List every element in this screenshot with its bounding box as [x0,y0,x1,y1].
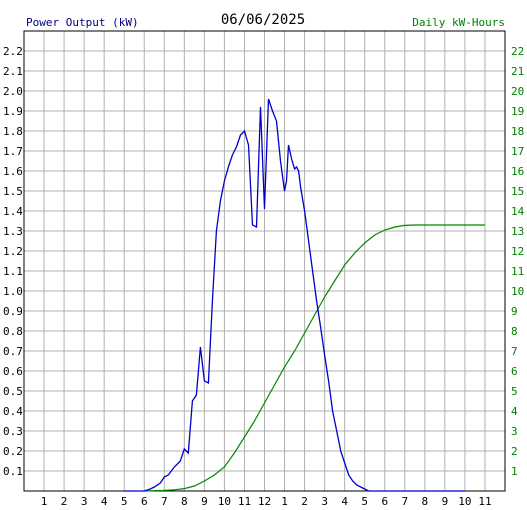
left-tick-label: 1.4 [3,205,23,218]
x-tick-label: 2 [61,495,68,508]
left-tick-label: 0.2 [3,445,23,458]
right-axis-label: Daily kW-Hours [412,16,505,29]
right-tick-label: 5 [511,385,518,398]
right-tick-label: 18 [511,125,524,138]
right-tick-label: 20 [511,85,524,98]
left-tick-label: 1.2 [3,245,23,258]
left-tick-label: 1.8 [3,125,23,138]
left-tick-label: 0.9 [3,305,23,318]
left-tick-label: 0.8 [3,325,23,338]
x-tick-label: 12 [258,495,271,508]
x-tick-label: 6 [141,495,148,508]
left-tick-label: 2.0 [3,85,23,98]
x-tick-label: 8 [422,495,429,508]
x-tick-label: 11 [478,495,491,508]
right-tick-label: 16 [511,165,524,178]
left-tick-label: 0.6 [3,365,23,378]
x-tick-label: 3 [321,495,328,508]
chart-title: 06/06/2025 [221,12,305,28]
x-tick-label: 9 [442,495,449,508]
right-tick-label: 9 [511,305,518,318]
x-tick-label: 1 [41,495,48,508]
left-axis-ticks: 0.1 0.2 0.3 0.4 0.5 0.6 0.7 0.8 0.9 1.0 1.1 1.2 1.3 1… [3,45,23,478]
x-tick-label: 4 [101,495,108,508]
right-tick-label: 22 [511,45,524,58]
left-tick-label: 0.5 [3,385,23,398]
right-tick-label: 19 [511,105,524,118]
left-tick-label: 1.0 [3,285,23,298]
right-tick-label: 21 [511,65,524,78]
x-tick-label: 5 [121,495,128,508]
right-tick-label: 15 [511,185,524,198]
x-tick-label: 3 [81,495,88,508]
right-tick-label: 11 [511,265,524,278]
x-tick-label: 2 [301,495,308,508]
right-tick-label: 10 [511,285,524,298]
power-series-line [124,98,465,492]
x-tick-label: 6 [381,495,388,508]
right-tick-label: 7 [511,345,518,358]
left-tick-label: 1.6 [3,165,23,178]
x-tick-label: 7 [401,495,408,508]
right-tick-label: 13 [511,225,524,238]
right-tick-label: 6 [511,365,518,378]
left-tick-label: 1.1 [3,265,23,278]
left-tick-label: 1.9 [3,105,23,118]
right-tick-label: 1 [511,465,518,478]
energy-series-line [144,224,485,492]
gridlines [24,31,505,491]
left-tick-label: 0.3 [3,425,23,438]
x-tick-label: 7 [161,495,168,508]
left-axis-label: Power Output (kW) [26,16,139,29]
x-axis-ticks: 1 2 3 4 5 6 7 8 9 10 11 12 1 2 3 4 5 6 7 8 9 10 11 [41,495,492,508]
right-tick-label: 12 [511,245,524,258]
left-tick-label: 1.3 [3,225,23,238]
right-tick-label: 2 [511,445,518,458]
plot-frame [23,30,506,492]
x-tick-label: 5 [361,495,368,508]
x-tick-label: 1 [281,495,288,508]
left-tick-label: 0.4 [3,405,23,418]
left-tick-label: 1.5 [3,185,23,198]
left-tick-label: 1.7 [3,145,23,158]
right-tick-label: 4 [511,405,518,418]
right-tick-label: 17 [511,145,524,158]
left-tick-label: 0.1 [3,465,23,478]
x-tick-label: 11 [238,495,251,508]
right-tick-label: 3 [511,425,518,438]
right-tick-label: 14 [511,205,525,218]
left-tick-label: 2.2 [3,45,23,58]
x-tick-label: 9 [201,495,208,508]
left-tick-label: 2.1 [3,65,23,78]
x-tick-label: 10 [458,495,471,508]
left-tick-label: 0.7 [3,345,23,358]
x-tick-label: 8 [181,495,188,508]
x-tick-label: 4 [341,495,348,508]
x-tick-label: 10 [218,495,231,508]
right-tick-label: 8 [511,325,518,338]
